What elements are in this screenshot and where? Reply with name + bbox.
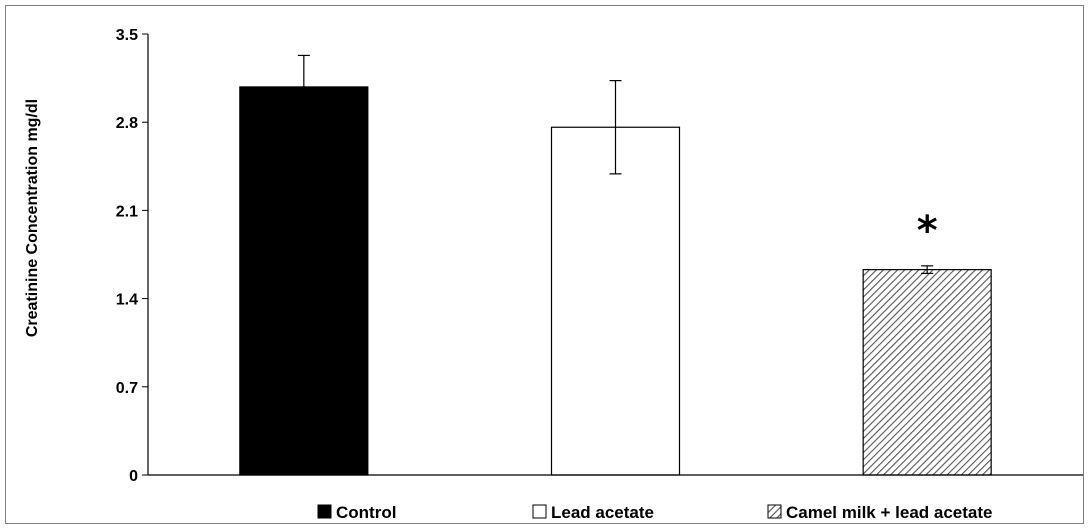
legend-label: Lead acetate [551,503,654,522]
legend-swatch [317,504,332,519]
y-axis-label: Creatinine Concentration mg/dl [24,99,41,337]
y-tick-label: 2.8 [116,115,138,132]
legend-swatch [532,504,547,519]
y-tick-label: 3.5 [116,27,138,44]
y-tick-label: 0.7 [116,380,138,397]
significance-marker: * [917,208,938,254]
bar-camel-milk-lead-acetate [862,269,992,476]
y-tick-label: 0 [129,468,138,485]
legend-swatch [767,504,782,519]
bar-control [239,86,369,476]
y-tick-label: 2.1 [116,203,138,220]
legend-label: Control [336,503,396,522]
y-tick-label: 1.4 [116,292,138,309]
legend-label: Camel milk + lead acetate [786,503,992,522]
bar-lead-acetate [550,126,681,476]
chart-frame [5,5,1084,524]
